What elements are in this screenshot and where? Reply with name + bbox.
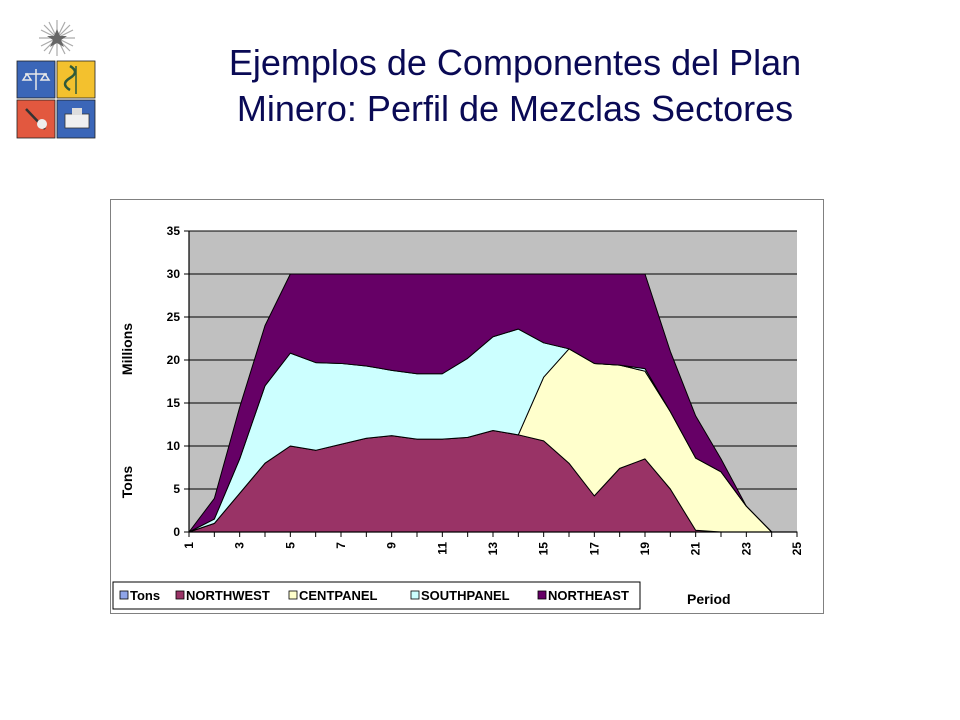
university-crest-logo (12, 14, 102, 144)
x-tick-label-19: 19 (638, 542, 652, 556)
legend-label-northeast: NORTHEAST (548, 588, 629, 603)
x-tick-label-11: 11 (435, 542, 449, 555)
legend-label-northwest: NORTHWEST (186, 588, 270, 603)
slide-title-line-2: Minero: Perfil de Mezclas Sectores (236, 88, 794, 129)
y-tick-label-20: 20 (167, 353, 181, 367)
y-tick-label-15: 15 (167, 396, 181, 410)
x-tick-label-23: 23 (739, 542, 753, 556)
y-tick-label-25: 25 (167, 310, 181, 324)
x-tick-label-17: 17 (587, 542, 601, 556)
y-axis-units-label: Millions (119, 323, 135, 375)
legend-swatch-southpanel (410, 590, 420, 600)
legend-swatch-northeast (537, 590, 547, 600)
x-tick-label-25: 25 (790, 542, 804, 556)
x-tick-label-7: 7 (334, 542, 348, 549)
x-tick-label-3: 3 (233, 542, 247, 549)
university-crest-icon (16, 20, 96, 139)
y-tick-label-0: 0 (173, 525, 180, 539)
x-tick-label-21: 21 (689, 542, 703, 556)
legend-label-southpanel: SOUTHPANEL (421, 588, 510, 603)
x-tick-label-1: 1 (182, 542, 196, 549)
x-tick-label-15: 15 (537, 542, 551, 556)
slide-title-line-1: Ejemplos de Componentes del Plan (228, 42, 802, 83)
x-tick-label-5: 5 (283, 542, 297, 549)
series-areas (188, 273, 798, 533)
y-tick-label-35: 35 (167, 224, 181, 238)
y-tick-label-10: 10 (167, 439, 181, 453)
y-tick-label-30: 30 (167, 267, 181, 281)
y-axis-label: Tons (119, 466, 135, 499)
legend-box (112, 581, 641, 610)
legend-label-centpanel: CENTPANEL (299, 588, 378, 603)
y-tick-label-5: 5 (173, 482, 180, 496)
axis-labels: Tons Millions Period (119, 323, 731, 607)
x-axis-label: Period (687, 591, 731, 607)
stacked-area-chart: 0 5 10 15 20 25 30 35 1 3 5 7 9 11 13 15 17 19 21 23 25 Tons… (110, 199, 825, 615)
slide-title: Ejemplos de Componentes del Plan Minero:… (130, 40, 900, 132)
x-tick-label-13: 13 (486, 542, 500, 556)
legend-swatch-northwest (175, 590, 185, 600)
legend-swatch-centpanel (288, 590, 298, 600)
legend-swatch-tons (119, 590, 129, 600)
legend: Tons NORTHWEST CENTPANEL SOUTHPANEL NORTHEAS… (112, 581, 641, 610)
x-tick-label-9: 9 (385, 542, 399, 549)
legend-label-tons: Tons (130, 588, 160, 603)
